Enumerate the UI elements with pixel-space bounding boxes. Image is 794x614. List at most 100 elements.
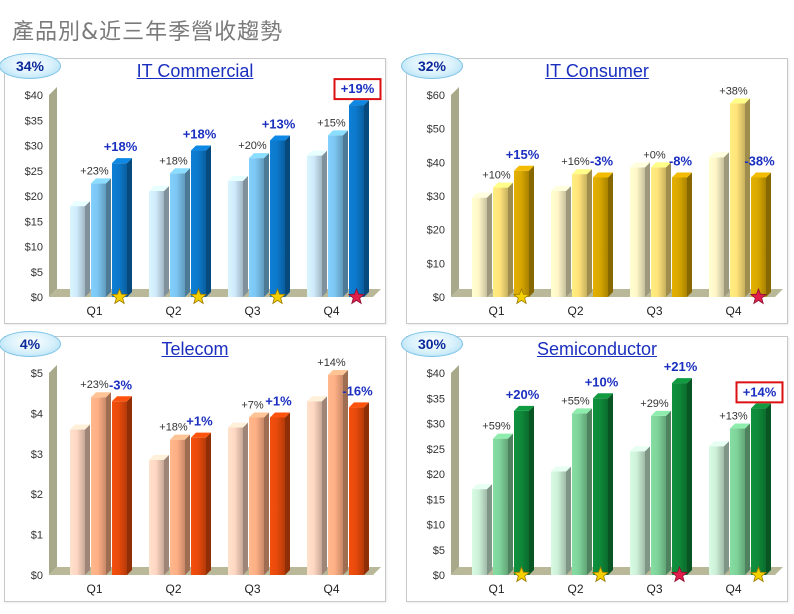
bar — [709, 446, 724, 575]
y-tick-label: $35 — [427, 393, 445, 405]
bar — [228, 427, 243, 575]
chart-title: IT Consumer — [545, 61, 649, 81]
bar — [651, 415, 666, 575]
bar — [70, 206, 85, 297]
y-tick-label: $2 — [31, 489, 43, 501]
y-tick-label: $60 — [427, 90, 445, 102]
bar-side — [608, 172, 613, 297]
bar — [514, 410, 529, 575]
bar-top — [307, 396, 327, 402]
bar-top — [493, 433, 513, 439]
x-tick-label: Q4 — [323, 582, 339, 596]
bar-top — [170, 168, 190, 174]
bar — [630, 167, 645, 297]
bar-side — [364, 402, 369, 575]
bar-side — [508, 182, 513, 297]
y-tick-label: $15 — [25, 216, 43, 228]
chart-panel-it-consumer: $0 $10 $20 $30 $40 $50 $60 +10% +15% Q1 +16% -3% Q2 +… — [401, 53, 788, 324]
yoy-label: +7% — [241, 399, 264, 411]
highlight-box — [735, 381, 784, 404]
bar-top — [651, 410, 671, 416]
bar-top — [112, 396, 132, 402]
bar-side — [264, 412, 269, 575]
bar-side — [127, 158, 132, 297]
x-tick-label: Q3 — [244, 304, 260, 318]
chart-canvas: $0 $5 $10 $15 $20 $25 $30 $35 $40 +23% +18% Q1 +18% +… — [25, 78, 382, 318]
x-tick-label: Q1 — [86, 582, 102, 596]
bar — [307, 155, 322, 297]
bar-side — [645, 446, 650, 575]
bar — [493, 438, 508, 575]
chart-panel-telecom: $0 $1 $2 $3 $4 $5 +23% -3% Q1 +18% +1% Q2 +7% +1% Q3 +1… — [0, 331, 386, 602]
bar — [70, 429, 85, 575]
bar-side — [322, 396, 327, 575]
bar-side — [566, 185, 571, 297]
bar-side — [243, 422, 248, 575]
bar-top — [349, 402, 369, 408]
bar-side — [687, 172, 692, 297]
bar-top — [672, 172, 692, 178]
bar-top — [70, 424, 90, 430]
yoy-label: +29% — [640, 398, 669, 410]
x-tick-label: Q3 — [646, 582, 662, 596]
bar — [170, 173, 185, 297]
x-tick-label: Q4 — [725, 582, 741, 596]
x-tick-label: Q4 — [725, 304, 741, 318]
chart-title: Telecom — [161, 339, 229, 359]
bar-top — [349, 100, 369, 106]
bar — [672, 383, 687, 575]
x-tick-label: Q3 — [244, 582, 260, 596]
y-tick-label: $3 — [31, 449, 43, 461]
x-tick-label: Q1 — [488, 582, 504, 596]
bar — [91, 183, 106, 297]
marker-star-icon — [512, 287, 531, 305]
bar-top — [630, 162, 650, 168]
bar-side — [364, 100, 369, 297]
bar — [751, 177, 766, 297]
x-tick-label: Q2 — [165, 582, 181, 596]
bar — [572, 174, 587, 297]
bar-top — [228, 422, 248, 428]
share-badge: 32% — [401, 53, 463, 79]
qoq-label: -38% — [744, 153, 775, 168]
bar-top — [551, 466, 571, 472]
bar-top — [730, 423, 750, 429]
bar-side — [666, 410, 671, 575]
y-tick-label: $0 — [31, 570, 43, 582]
qoq-label: -8% — [669, 153, 693, 168]
bar-side — [487, 484, 492, 575]
bar-top — [630, 446, 650, 452]
bar-top — [191, 432, 211, 438]
bar-top — [472, 192, 492, 198]
x-tick-label: Q2 — [567, 304, 583, 318]
bar-side — [566, 466, 571, 575]
y-tick-label: $10 — [427, 258, 445, 270]
bar-side — [285, 412, 290, 575]
bar-side — [529, 405, 534, 575]
yoy-label: +55% — [561, 395, 590, 407]
bar — [249, 417, 264, 575]
bar — [307, 401, 322, 575]
qoq-label: +18% — [104, 139, 138, 154]
bar-top — [91, 392, 111, 398]
bar-side — [185, 434, 190, 575]
bar-top — [751, 172, 771, 178]
bar — [651, 167, 666, 297]
bar — [672, 177, 687, 297]
y-tick-label: $25 — [427, 444, 445, 456]
share-badge: 4% — [0, 331, 61, 357]
y-tick-label: $5 — [31, 368, 43, 380]
bar-side — [724, 441, 729, 575]
bar-top — [651, 162, 671, 168]
bar — [149, 190, 164, 297]
bar-top — [112, 158, 132, 164]
y-tick-label: $4 — [31, 408, 43, 420]
marker-star-icon — [512, 565, 531, 583]
yoy-label: +14% — [317, 357, 346, 369]
qoq-label: +14% — [743, 384, 777, 399]
bar-side — [127, 396, 132, 575]
y-tick-label: $0 — [433, 292, 445, 304]
bar-side — [285, 135, 290, 297]
bar-side — [587, 408, 592, 575]
bar-top — [730, 98, 750, 104]
